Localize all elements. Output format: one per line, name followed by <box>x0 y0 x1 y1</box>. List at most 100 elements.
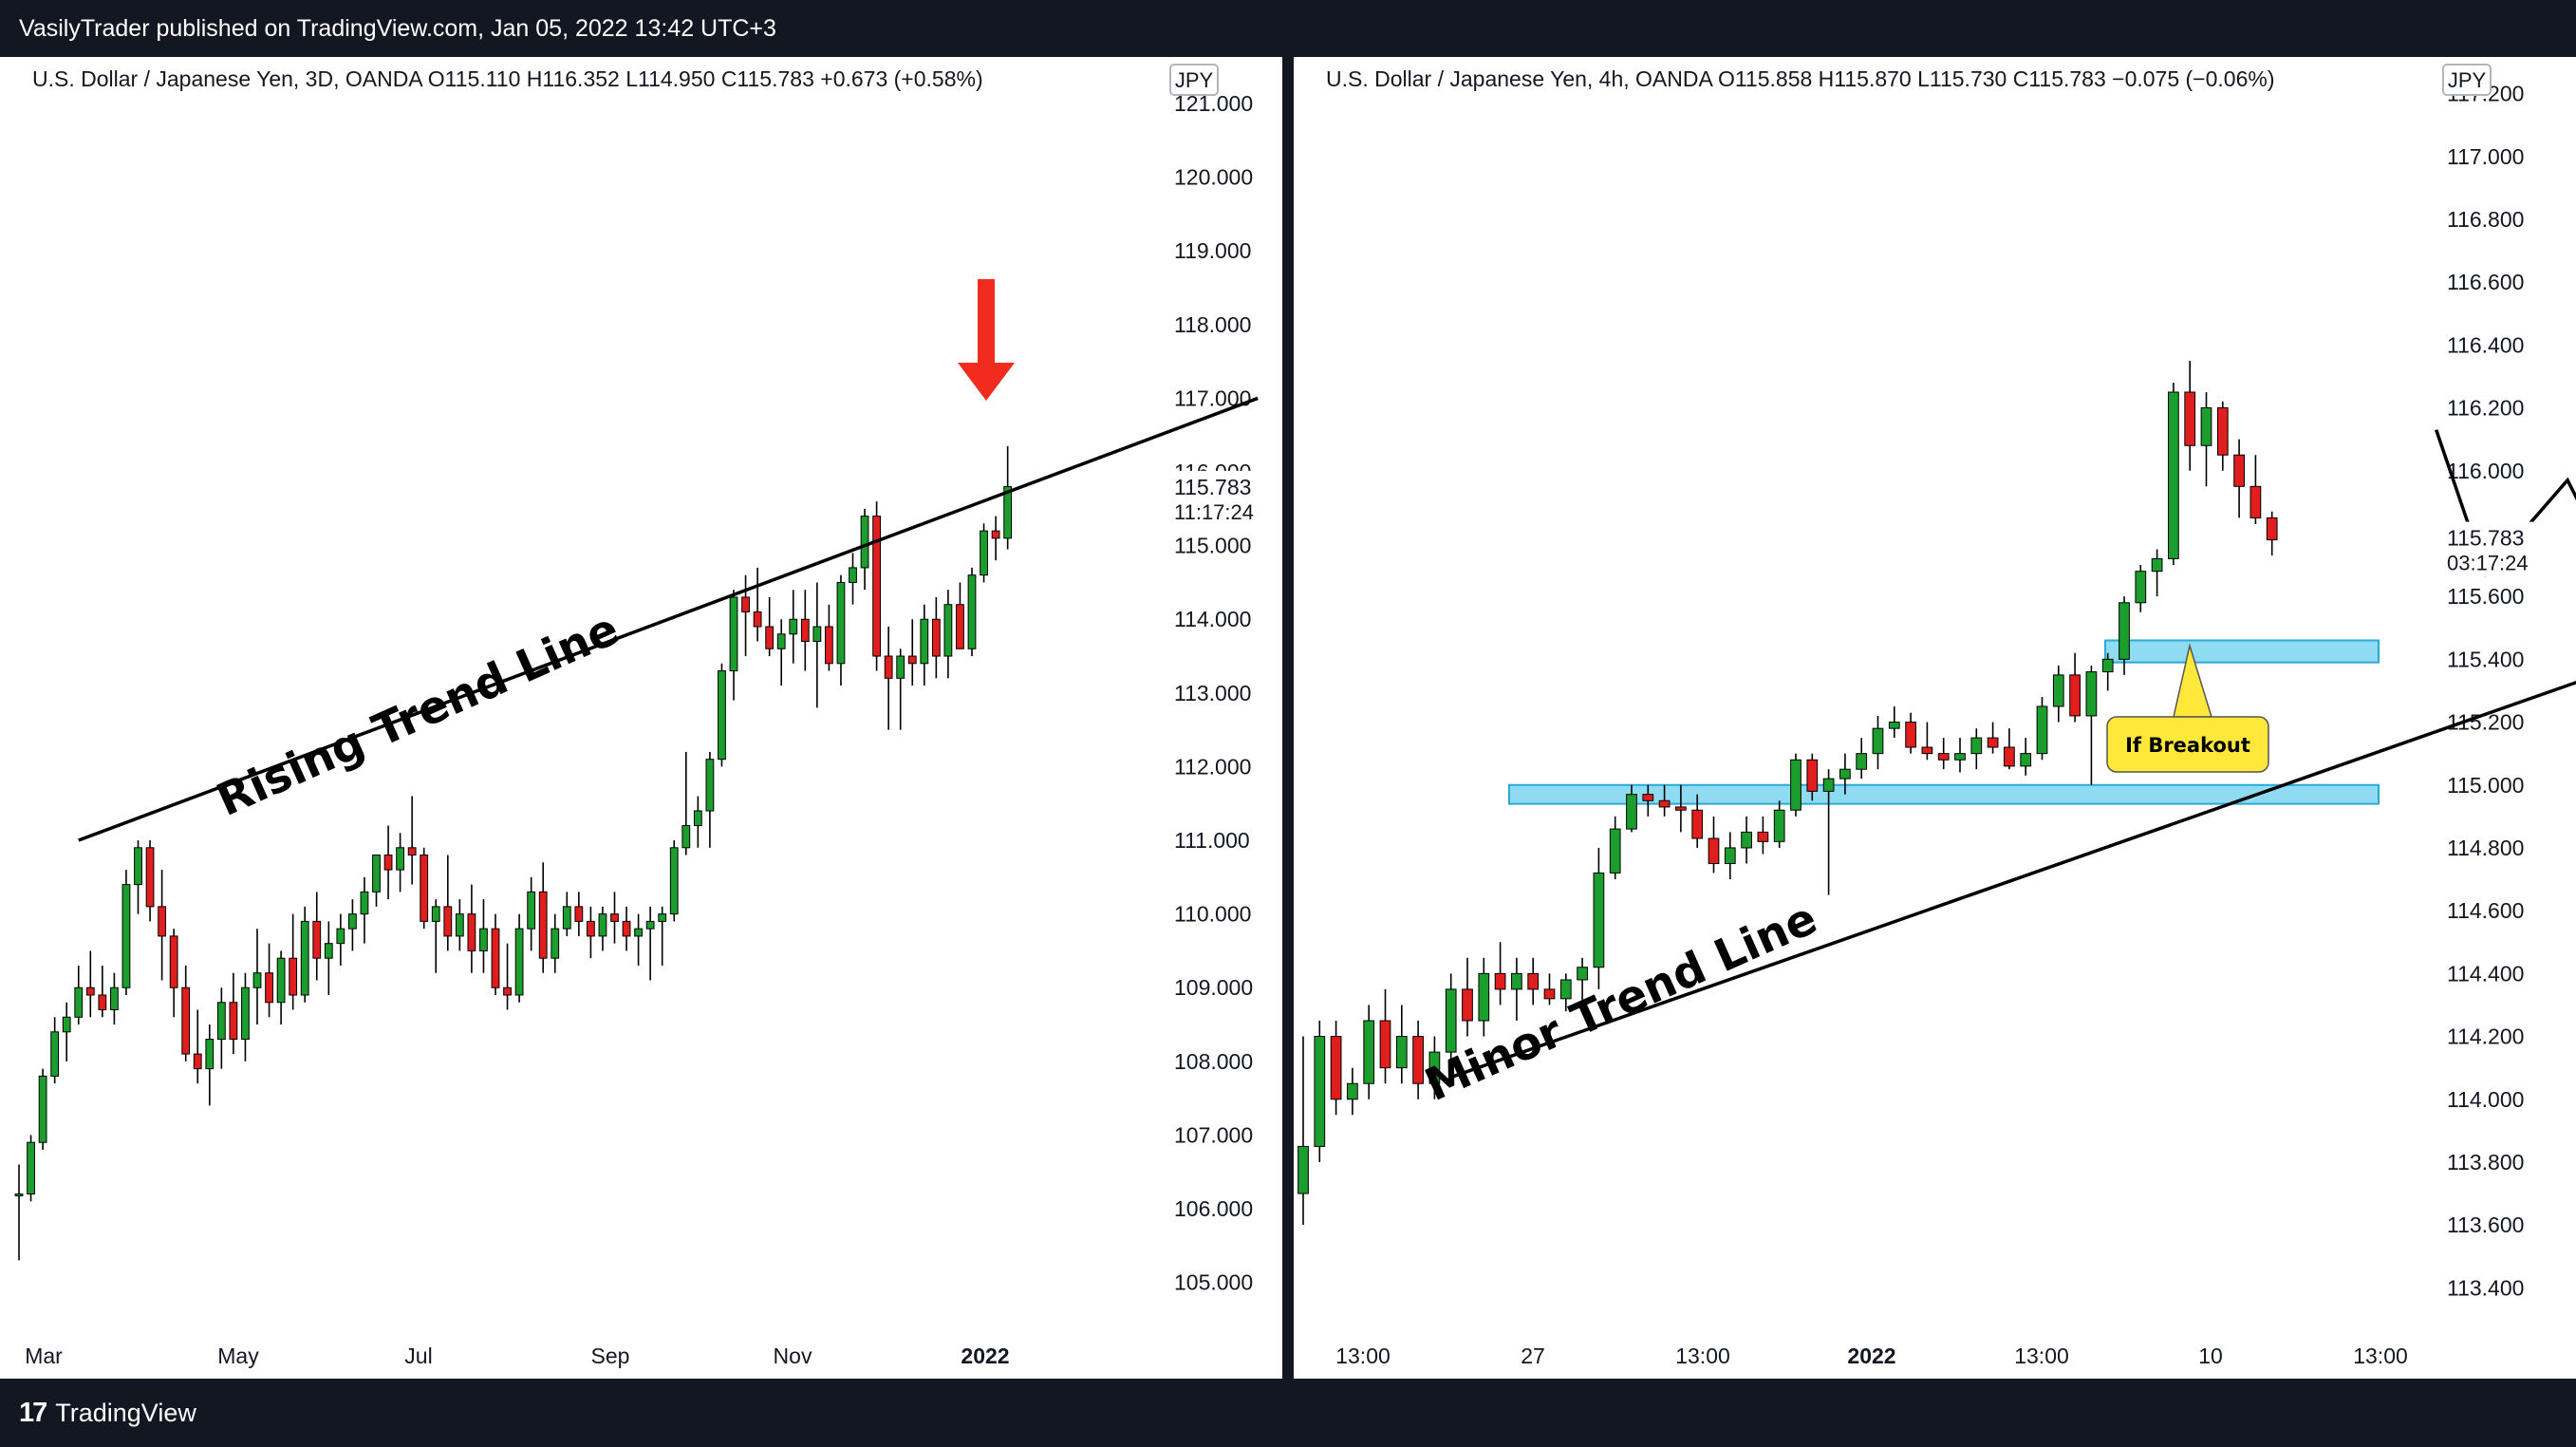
candle-body <box>943 604 953 657</box>
x-tick-label: 13:00 <box>1335 1344 1391 1368</box>
chart-panel-3d[interactable]: 105.000 106.000 107.000 108.000 109.000 110.0… <box>0 57 1282 1379</box>
candle-body <box>753 611 762 628</box>
candle-body <box>1937 753 1950 761</box>
candle-body <box>789 618 798 635</box>
brand-name[interactable]: TradingView <box>55 1398 196 1427</box>
chart-4h-svg[interactable]: 113.400 113.600 113.800 114.000 114.200 114.4… <box>1294 57 2576 1379</box>
candle-body <box>1839 768 1851 780</box>
y-tick-label: 114.200 <box>2447 1024 2524 1049</box>
candle-body <box>467 913 476 951</box>
support-zone <box>2104 639 2380 664</box>
candle-body <box>396 847 404 871</box>
publisher-banner: VasilyTrader published on TradingView.co… <box>0 0 2576 57</box>
x-tick-label: Jul <box>404 1344 432 1368</box>
candle-body <box>920 618 929 665</box>
candle-body <box>1987 737 1999 748</box>
candle-body <box>420 855 429 922</box>
x-tick-label: 13:00 <box>2353 1344 2408 1368</box>
candle-body <box>669 847 679 915</box>
candle-body <box>1658 799 1671 808</box>
y-tick-label: 115.000 <box>1174 534 1251 558</box>
trend-line <box>78 396 1259 842</box>
candle-body <box>1347 1082 1358 1100</box>
x-tick-label: 13:00 <box>2014 1344 2069 1368</box>
y-tick-label: 113.000 <box>1174 681 1251 705</box>
red-arrow-head-icon <box>958 363 1015 401</box>
candle-body <box>800 618 810 643</box>
candle-body <box>265 972 273 1004</box>
candle-body <box>216 1002 226 1041</box>
candle-body <box>134 847 142 886</box>
chart-legend: U.S. Dollar / Japanese Yen, 4h, OANDA O1… <box>1326 66 2275 91</box>
candle-body <box>2119 602 2130 660</box>
candle-body <box>2151 557 2163 573</box>
candle-body <box>1003 486 1013 539</box>
candle-body <box>289 957 298 996</box>
y-tick-label: 114.400 <box>2447 961 2524 986</box>
candle-body <box>2266 517 2278 541</box>
candle-body <box>2184 391 2196 446</box>
candle-body <box>598 913 607 937</box>
y-tick-label: 109.000 <box>1174 975 1253 1000</box>
chart-panel-4h[interactable]: 113.400 113.600 113.800 114.000 114.200 114.4… <box>1294 57 2576 1379</box>
candle-body <box>2085 671 2098 717</box>
candle-body <box>491 928 500 988</box>
y-tick-label: 116.200 <box>2447 396 2524 421</box>
candle-body <box>169 935 178 988</box>
candle-body <box>360 891 369 915</box>
candle-body <box>2200 407 2212 446</box>
candle-body <box>836 581 846 665</box>
candle-body <box>85 987 95 996</box>
y-tick-label: 105.000 <box>1174 1270 1253 1295</box>
candle-body <box>181 987 191 1055</box>
candle-body <box>860 516 869 569</box>
candle-body <box>765 626 775 649</box>
candle-body <box>300 920 309 996</box>
candle-body <box>2052 674 2064 707</box>
y-tick-label: 116.000 <box>2447 459 2524 483</box>
candle-body <box>1790 759 1801 811</box>
y-tick-label: 114.800 <box>2447 836 2524 860</box>
y-tick-label: 106.000 <box>1174 1196 1253 1221</box>
y-tick-label: 110.000 <box>1174 902 1251 927</box>
y-tick-label: 117.000 <box>2447 144 2524 169</box>
y-tick-label: 113.600 <box>2447 1212 2524 1237</box>
x-tick-label: Nov <box>774 1344 812 1368</box>
x-tick-label: Mar <box>25 1344 63 1368</box>
candle-body <box>348 913 357 930</box>
candle-body <box>514 928 524 996</box>
candle-body <box>1757 831 1769 842</box>
last-price-label: 115.783 <box>1174 475 1251 499</box>
candle-body <box>98 994 107 1011</box>
candle-body <box>1921 746 1933 755</box>
candle-body <box>980 530 988 576</box>
y-tick-label: 114.000 <box>2447 1087 2524 1112</box>
countdown-label: 11:17:24 <box>1174 500 1254 524</box>
candle-body <box>681 825 691 849</box>
candle-body <box>907 655 917 665</box>
candle-body <box>1609 828 1621 874</box>
y-tick-label: 112.000 <box>1174 754 1251 779</box>
red-arrow-shaft-icon <box>978 279 995 365</box>
candle-body <box>503 987 512 996</box>
currency-badge <box>1169 64 1219 96</box>
publisher-text: VasilyTrader published on TradingView.co… <box>19 15 776 42</box>
y-tick-label: 115.000 <box>2447 773 2524 798</box>
chart-3d-svg[interactable]: 105.000 106.000 107.000 108.000 109.000 110.0… <box>0 57 1282 1379</box>
candle-body <box>1412 1036 1424 1084</box>
y-tick-label: 116.400 <box>2447 332 2524 357</box>
trend-line <box>1450 680 2576 1080</box>
y-tick-label: 114.600 <box>2447 898 2524 923</box>
y-tick-label: 119.000 <box>1174 238 1251 263</box>
x-tick-label: 2022 <box>961 1344 1009 1368</box>
candle-body <box>2069 674 2081 717</box>
candle-body <box>74 987 84 1018</box>
candle-body <box>1593 872 1605 968</box>
candle-body <box>1626 794 1637 830</box>
y-tick-label: 118.000 <box>1174 312 1251 337</box>
y-tick-label: 116.800 <box>2447 207 2524 232</box>
candle-body <box>121 884 131 988</box>
tradingview-logo-icon[interactable]: 17 <box>19 1397 47 1428</box>
candle-body <box>538 891 548 959</box>
candle-body <box>158 906 166 937</box>
